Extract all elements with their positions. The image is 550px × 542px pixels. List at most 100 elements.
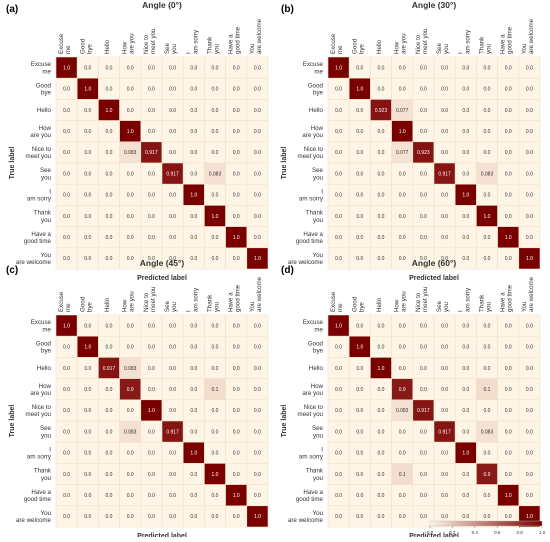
- cell-value-label: 1.0: [127, 129, 134, 135]
- cell-value-label: 0.0: [420, 514, 427, 520]
- cell-value-label: 0.0: [526, 214, 533, 220]
- cell-value-label: 0.0: [212, 366, 219, 372]
- y-tick-label: Have a good time: [296, 231, 324, 245]
- cell-value-label: 0.0: [254, 214, 261, 220]
- cell-value-label: 0.0: [441, 451, 448, 457]
- x-tick-label-line: See: [436, 300, 443, 312]
- cell-value-label: 0.0: [84, 171, 91, 177]
- cell-value-label: 0.0: [106, 387, 113, 393]
- cell-value-label: 0.0: [254, 108, 261, 114]
- cell-value-label: 0.0: [212, 408, 219, 414]
- y-tick-label-line: are welcome: [16, 259, 52, 266]
- x-tick-label-line: you: [486, 301, 493, 312]
- y-tick-label-line: See: [312, 167, 324, 174]
- x-tick-label: Goodbye: [351, 296, 365, 312]
- x-tick-label-line: Have a: [228, 34, 235, 54]
- y-tick-label-line: Hello: [37, 365, 52, 372]
- cell-value-label: 0.0: [462, 150, 469, 156]
- cell-value-label: 0.0: [148, 345, 155, 351]
- cell-value-label: 0.0: [378, 472, 385, 478]
- y-tick-label-line: you: [313, 432, 324, 439]
- cell-value-label: 0.0: [254, 408, 261, 414]
- cell-value-label: 0.0: [148, 108, 155, 114]
- cell-value-label: 0.0: [420, 345, 427, 351]
- x-tick-label-line: am sorry: [192, 287, 199, 312]
- cell-value-label: 0.0: [254, 323, 261, 329]
- cell-value-label: 0.077: [396, 108, 409, 114]
- y-tick-label-line: you: [41, 217, 52, 224]
- cell-value-label: 0.0: [378, 193, 385, 199]
- cell-value-label: 0.083: [481, 171, 494, 177]
- y-tick-label-line: Good: [36, 82, 52, 89]
- x-axis-label: Predicted label: [137, 275, 187, 282]
- y-tick-label-line: you: [313, 217, 324, 224]
- cell-value-label: 0.0: [148, 193, 155, 199]
- y-tick-label: How are you: [302, 383, 323, 397]
- cell-value-label: 1.0: [526, 514, 533, 520]
- cell-value-label: 0.0: [169, 323, 176, 329]
- cell-value-label: 0.0: [505, 87, 512, 93]
- cell-value-label: 0.0: [84, 429, 91, 435]
- cell-value-label: 0.0: [106, 214, 113, 220]
- cell-value-label: 0.0: [148, 65, 155, 71]
- y-tick-label: Good bye: [36, 82, 52, 96]
- x-tick-label-line: Thank: [207, 294, 214, 312]
- x-tick-label-line: I: [185, 52, 192, 54]
- cell-value-label: 0.0: [106, 408, 113, 414]
- cell-value-label: 0.0: [190, 366, 197, 372]
- cell-value-label: 0.0: [356, 323, 363, 329]
- cell-value-label: 0.0: [254, 493, 261, 499]
- cell-value-label: 0.0: [254, 235, 261, 241]
- x-tick-label-line: meet you: [150, 286, 157, 312]
- cell-value-label: 0.0: [106, 514, 113, 520]
- cell-value-label: 0.0: [254, 150, 261, 156]
- y-tick-label: Hello: [37, 107, 52, 114]
- cell-value-label: 0.0: [106, 65, 113, 71]
- x-tick-label-line: Have a: [500, 34, 507, 54]
- x-tick-label: Have agood time: [228, 284, 242, 312]
- y-tick-label-line: meet you: [26, 153, 52, 160]
- y-tick-label-line: How: [39, 125, 52, 132]
- cell-value-label: 0.0: [84, 108, 91, 114]
- cell-value-label: 0.0: [254, 387, 261, 393]
- y-tick-label-line: am sorry: [299, 454, 324, 461]
- x-tick-label-line: Excuse: [58, 33, 65, 54]
- cell-value-label: 0.0: [84, 387, 91, 393]
- cell-value-label: 0.0: [399, 235, 406, 241]
- cell-value-label: 0.0: [484, 193, 491, 199]
- cell-value-label: 0.0: [420, 429, 427, 435]
- cell-value-label: 0.0: [378, 493, 385, 499]
- x-tick-label-line: me: [337, 303, 344, 312]
- cell-value-label: 1.0: [399, 129, 406, 135]
- cell-value-label: 0.0: [378, 235, 385, 241]
- cell-value-label: 0.917: [145, 150, 158, 156]
- cell-value-label: 0.0: [63, 193, 70, 199]
- cell-value-label: 0.0: [233, 87, 240, 93]
- cell-value-label: 0.0: [106, 323, 113, 329]
- cell-value-label: 1.0: [84, 87, 91, 93]
- cell-value-label: 0.0: [63, 472, 70, 478]
- y-tick-label: Nice to meet you: [298, 404, 324, 418]
- cell-value-label: 0.0: [462, 65, 469, 71]
- y-tick-label-line: are welcome: [288, 259, 324, 266]
- y-tick-label: Excuse me: [303, 61, 324, 75]
- cell-value-label: 0.0: [169, 150, 176, 156]
- cell-value-label: 0.0: [484, 408, 491, 414]
- cell-value-label: 0.0: [441, 235, 448, 241]
- cell-value-label: 0.0: [254, 451, 261, 457]
- cell-value-label: 1.0: [254, 256, 261, 262]
- x-tick-label-line: Thank: [479, 36, 486, 54]
- cell-value-label: 0.0: [84, 150, 91, 156]
- cell-value-label: 0.0: [356, 150, 363, 156]
- cell-value-label: 0.917: [417, 408, 430, 414]
- y-tick-label-line: meet you: [298, 411, 324, 418]
- cell-value-label: 1.0: [106, 108, 113, 114]
- x-tick-label-line: How: [394, 41, 401, 54]
- x-tick-label-line: Have a: [228, 292, 235, 312]
- cell-value-label: 0.0: [233, 429, 240, 435]
- cell-value-label: 1.0: [356, 345, 363, 351]
- y-tick-label-line: you: [313, 475, 324, 482]
- cell-value-label: 0.0: [441, 514, 448, 520]
